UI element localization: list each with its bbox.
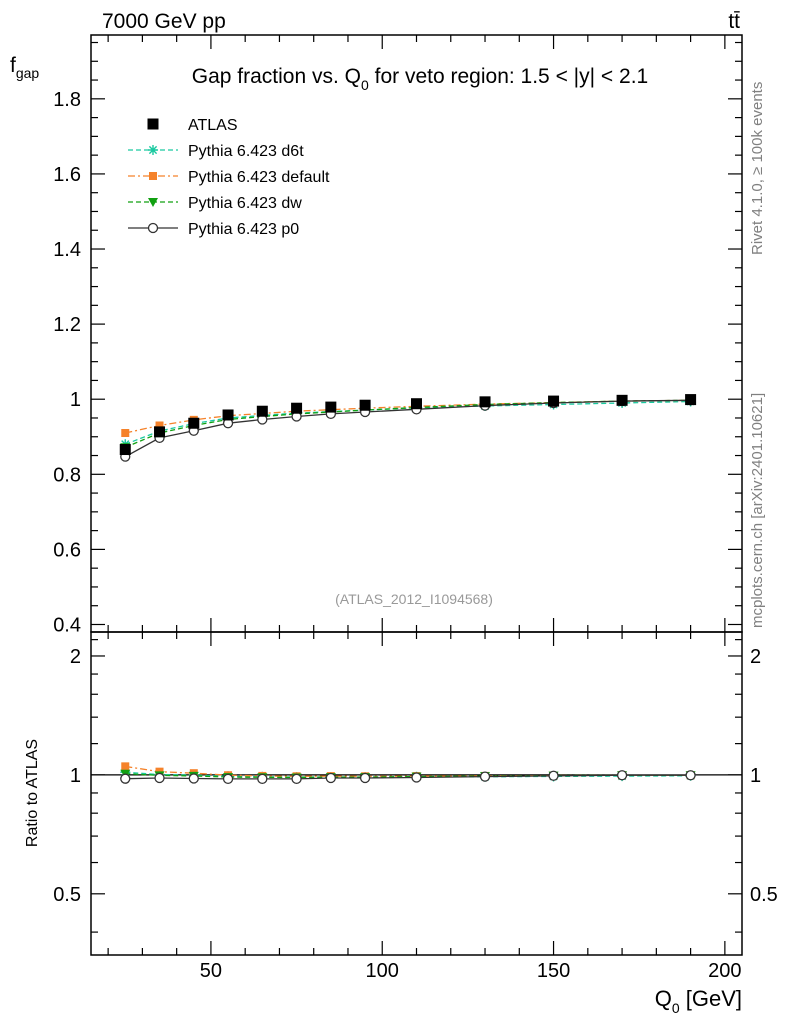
legend-entry-p0: Pythia 6.423 p0 — [128, 221, 299, 238]
main-y-tick-label: 0.6 — [53, 539, 81, 561]
point-default-1 — [155, 421, 164, 430]
legend-marker-data — [147, 118, 159, 130]
point-data-7 — [359, 399, 371, 411]
point-default-0 — [121, 429, 130, 437]
point-p0-2 — [188, 773, 199, 784]
point-data-8 — [411, 398, 422, 410]
point-p0-1 — [154, 772, 165, 784]
series-default — [121, 396, 695, 437]
legend-marker-default — [149, 172, 157, 180]
x-axis-label-main: Q — [655, 986, 672, 1011]
chart-title-suffix: for veto region: 1.5 < |y| < 2.1 — [369, 65, 648, 88]
point-p0-0 — [120, 773, 131, 784]
legend-entry-d6t: Pythia 6.423 d6t — [128, 143, 304, 160]
series-p0 — [120, 395, 696, 462]
chart-title-sub: 0 — [361, 77, 369, 93]
rivet-version-label: Rivet 4.1.0, ≥ 100k events — [749, 82, 766, 255]
legend-label-dw: Pythia 6.423 dw — [188, 195, 302, 212]
point-data-2 — [188, 417, 200, 429]
main-y-axis-label-main: f — [10, 54, 16, 77]
point-p0-12 — [685, 770, 696, 781]
point-p0-11 — [616, 770, 628, 781]
legend-entry-dw: Pythia 6.423 dw — [128, 195, 302, 212]
main-y-axis-label-sub: gap — [16, 65, 40, 81]
point-data-5 — [291, 402, 303, 414]
ratio-y-tick-label-right: 2 — [750, 646, 761, 668]
series-dw — [120, 396, 696, 453]
point-p0-4 — [257, 773, 268, 785]
point-data-1 — [154, 426, 166, 438]
main-y-ticks: 0.4 0.6 0.8 1 1.2 1.4 1.6 1.8 — [53, 41, 742, 636]
x-tick-label: 200 — [708, 960, 741, 982]
x-tick-label: 150 — [537, 960, 570, 982]
x-tick-label: 50 — [200, 960, 222, 982]
ratio-y-axis-label: Ratio to ATLAS — [24, 739, 41, 847]
point-data-10 — [548, 395, 560, 407]
main-y-tick-label: 1.2 — [53, 314, 81, 336]
main-y-tick-label: 0.4 — [53, 614, 81, 636]
point-p0-9 — [479, 771, 491, 782]
series-line-dw — [125, 399, 691, 448]
x-axis-label: Q0 [GeV] — [655, 986, 742, 1016]
main-panel: 0.4 0.6 0.8 1 1.2 1.4 1.6 1.8 fgap Gap fraction… — [10, 34, 743, 636]
legend-entry-default: Pythia 6.423 default — [128, 169, 330, 186]
point-data-3 — [222, 409, 234, 421]
point-data-6 — [325, 401, 337, 413]
ratio-series-layer — [120, 762, 696, 785]
point-data-12 — [685, 394, 697, 406]
main-y-tick-label: 0.8 — [53, 464, 81, 486]
x-axis-ticks: 50 100 150 200 — [107, 35, 742, 982]
ratio-y-tick-label-left: 0.5 — [53, 884, 81, 906]
series-line-default — [125, 399, 691, 434]
point-p0-3 — [222, 773, 234, 785]
legend-label-data: ATLAS — [188, 117, 238, 134]
point-p0-5 — [291, 773, 302, 785]
ratio-panel: 0.5 0.5 1 1 2 2 Ratio to ATLAS — [24, 631, 778, 956]
legend-marker-d6t — [148, 145, 158, 155]
point-p0-8 — [411, 772, 422, 783]
point-p0-10 — [548, 770, 559, 781]
main-y-tick-label: 1.4 — [53, 239, 81, 261]
series-p0 — [120, 770, 696, 785]
point-p0-7 — [359, 772, 371, 784]
legend-label-p0: Pythia 6.423 p0 — [188, 221, 299, 238]
point-data-0 — [119, 444, 131, 456]
ratio-y-tick-label-left: 2 — [70, 646, 81, 668]
chart-title-prefix: Gap fraction vs. Q — [192, 65, 361, 88]
legend-entry-data: ATLAS — [147, 117, 238, 134]
point-data-9 — [479, 396, 491, 408]
main-y-tick-label: 1.8 — [53, 89, 81, 111]
main-y-tick-label: 1 — [70, 389, 81, 411]
legend-marker-p0 — [147, 222, 159, 234]
point-data-4 — [256, 405, 268, 417]
chart-title: Gap fraction vs. Q0 for veto region: 1.5… — [192, 65, 648, 93]
legend-label-default: Pythia 6.423 default — [188, 169, 330, 186]
energy-label: 7000 GeV pp — [102, 10, 226, 33]
main-series-layer — [119, 394, 697, 462]
mcplots-source-label: mcplots.cern.ch [arXiv:2401.10621] — [749, 393, 766, 628]
series-line-p0 — [124, 399, 691, 458]
x-axis-label-sub: 0 — [672, 1000, 680, 1016]
legend-label-d6t: Pythia 6.423 d6t — [188, 143, 304, 160]
x-axis-label-suffix: [GeV] — [680, 986, 742, 1011]
point-p0-6 — [325, 772, 336, 784]
ratio-y-ticks: 0.5 0.5 1 1 2 2 — [53, 639, 778, 933]
point-default-0 — [121, 762, 130, 771]
main-y-tick-label: 1.6 — [53, 164, 81, 186]
series-d6t — [120, 396, 696, 450]
process-label: tt̄ — [728, 10, 740, 33]
series-data — [119, 394, 697, 456]
legend: ATLAS Pythia 6.423 d6t Pythia 6.423 defaul… — [128, 117, 330, 238]
x-tick-label: 100 — [366, 960, 399, 982]
ratio-y-tick-label-left: 1 — [70, 765, 81, 787]
legend-marker-dw — [148, 198, 158, 207]
analysis-id-label: (ATLAS_2012_I1094568) — [335, 591, 493, 607]
ratio-y-tick-label-right: 1 — [750, 765, 761, 787]
main-y-axis-label: fgap — [10, 54, 39, 81]
ratio-panel-frame — [90, 631, 743, 956]
point-data-11 — [616, 394, 628, 406]
ratio-y-tick-label-right: 0.5 — [750, 884, 778, 906]
